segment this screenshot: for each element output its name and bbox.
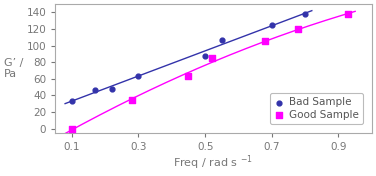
Good Sample <box>185 75 191 78</box>
Bad Sample <box>92 88 98 91</box>
Good Sample <box>346 13 352 15</box>
Good Sample <box>209 57 215 59</box>
Bad Sample <box>219 38 225 41</box>
Good Sample <box>69 127 75 130</box>
Bad Sample <box>135 74 141 77</box>
Good Sample <box>262 39 268 42</box>
Bad Sample <box>69 100 75 103</box>
Bad Sample <box>269 24 275 26</box>
Good Sample <box>129 99 135 102</box>
Bad Sample <box>109 87 115 90</box>
Bad Sample <box>302 13 308 15</box>
Bad Sample <box>202 54 208 57</box>
Good Sample <box>296 28 302 30</box>
X-axis label: Freq / rad s$\mathregular{\ ^{-1}}$: Freq / rad s$\mathregular{\ ^{-1}}$ <box>173 153 253 172</box>
Y-axis label: G’ /
Pa: G’ / Pa <box>4 58 24 79</box>
Legend: Bad Sample, Good Sample: Bad Sample, Good Sample <box>270 93 364 124</box>
